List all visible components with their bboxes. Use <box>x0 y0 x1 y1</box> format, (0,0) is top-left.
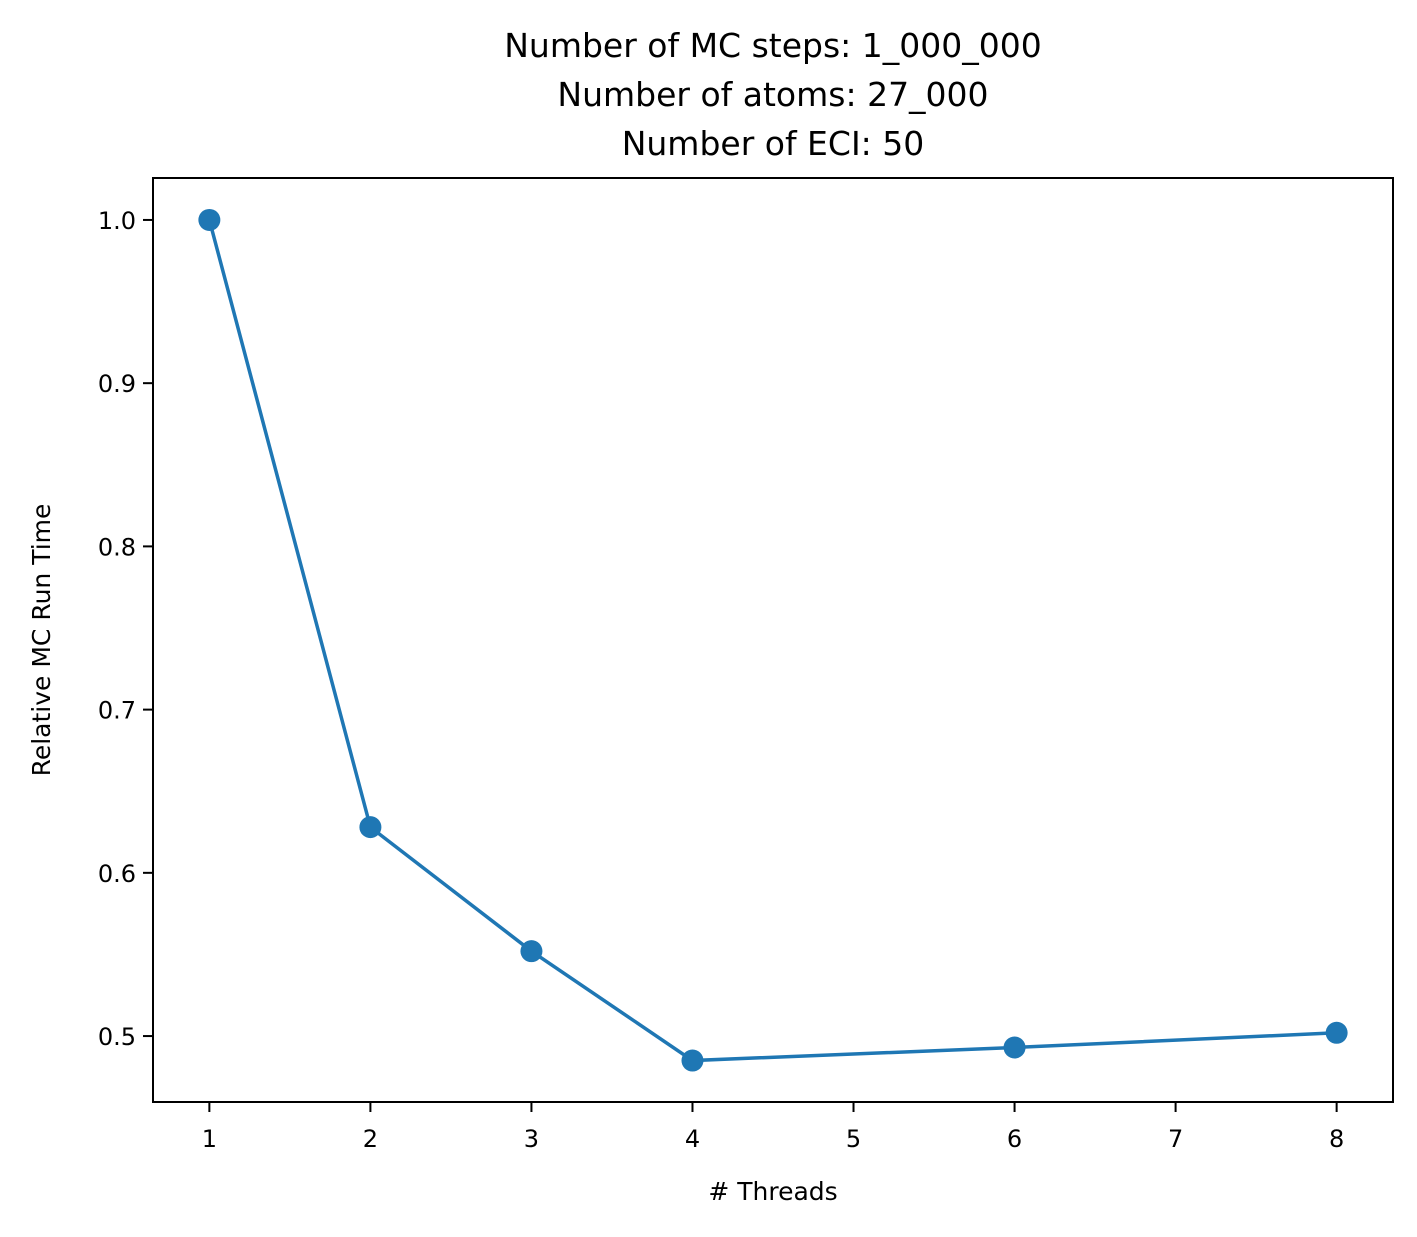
y-tick-label: 0.8 <box>98 533 136 561</box>
data-point <box>359 816 382 839</box>
series-group <box>198 208 1348 1072</box>
x-axis-label: # Threads <box>708 1177 837 1206</box>
axes-frame <box>152 177 1394 1103</box>
y-axis-label: Relative MC Run Time <box>27 504 56 777</box>
x-tick-label: 1 <box>202 1125 217 1153</box>
y-tick-label: 0.9 <box>98 370 136 398</box>
chart-title: Number of MC steps: 1_000_000 Number of … <box>504 26 1042 163</box>
title-line-2: Number of atoms: 27_000 <box>557 75 988 114</box>
y-ticks: 0.5 0.6 0.7 0.8 0.9 1.0 <box>98 207 153 1051</box>
x-ticks: 1 2 3 4 5 6 7 8 <box>202 1102 1344 1153</box>
x-tick-label: 6 <box>1007 1125 1022 1153</box>
data-point <box>1325 1021 1348 1044</box>
x-tick-label: 5 <box>846 1125 861 1153</box>
data-point <box>681 1049 704 1072</box>
x-tick-label: 7 <box>1168 1125 1183 1153</box>
title-line-3: Number of ECI: 50 <box>622 124 925 163</box>
x-tick-label: 3 <box>524 1125 539 1153</box>
y-tick-label: 0.6 <box>98 860 136 888</box>
x-tick-label: 4 <box>685 1125 700 1153</box>
series-line <box>207 219 1337 1063</box>
data-point <box>520 940 543 963</box>
data-point <box>1003 1036 1026 1059</box>
x-tick-label: 8 <box>1329 1125 1344 1153</box>
y-tick-label: 0.5 <box>98 1023 136 1051</box>
y-tick-label: 1.0 <box>98 207 136 235</box>
data-point <box>198 208 221 231</box>
y-tick-label: 0.7 <box>98 697 136 725</box>
title-line-1: Number of MC steps: 1_000_000 <box>504 26 1042 65</box>
x-tick-label: 2 <box>363 1125 378 1153</box>
